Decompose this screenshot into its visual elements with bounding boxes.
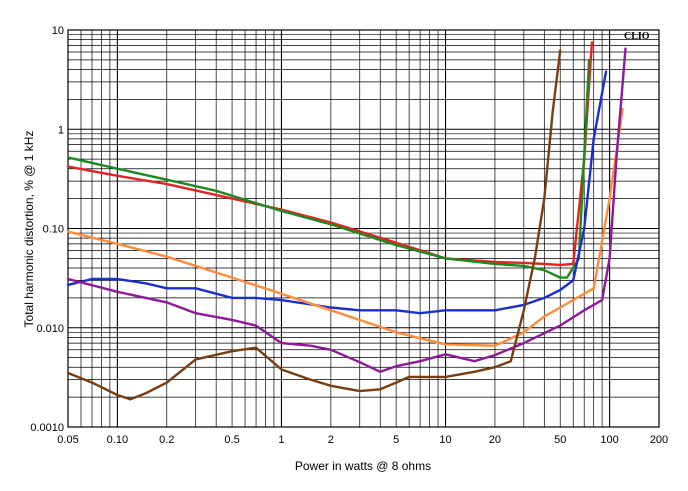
x-tick-label: 10 xyxy=(439,434,451,446)
x-tick-label: 0.2 xyxy=(159,434,174,446)
x-tick-label: 100 xyxy=(600,434,618,446)
series-line-orange xyxy=(66,107,624,347)
y-tick-label: 0.010 xyxy=(36,323,64,335)
x-tick-label: 0.5 xyxy=(224,434,239,446)
x-tick-label: 5 xyxy=(393,434,399,446)
series-line-green xyxy=(66,58,591,279)
series-layer xyxy=(66,41,627,401)
x-tick-labels: 0.05 0.10 0.2 0.5 1 2 5 10 20 50 100 200 xyxy=(57,434,668,446)
x-tick-label: 1 xyxy=(278,434,284,446)
y-tick-label: 0.10 xyxy=(43,224,64,236)
series-line-purple xyxy=(66,47,627,373)
x-tick-label: 20 xyxy=(489,434,501,446)
brand-label: CLIO xyxy=(624,31,650,42)
series-line-blue xyxy=(66,70,608,315)
plot-frame xyxy=(67,29,660,428)
x-tick-label: 0.05 xyxy=(57,434,78,446)
x-tick-label: 2 xyxy=(328,434,334,446)
y-tick-label: 10 xyxy=(52,25,64,37)
x-axis-title: Power in watts @ 8 ohms xyxy=(295,459,431,473)
y-tick-labels: 0.0010 0.010 0.10 1 10 xyxy=(30,25,64,434)
y-axis-title: Total harmonic distortion, % @ 1 kHz xyxy=(22,131,36,328)
y-tick-label: 1 xyxy=(58,124,64,136)
x-tick-label: 200 xyxy=(650,434,668,446)
series-line-brown xyxy=(66,49,562,401)
x-tick-label: 50 xyxy=(554,434,566,446)
x-tick-label: 0.10 xyxy=(107,434,128,446)
y-tick-label: 0.0010 xyxy=(30,422,64,434)
